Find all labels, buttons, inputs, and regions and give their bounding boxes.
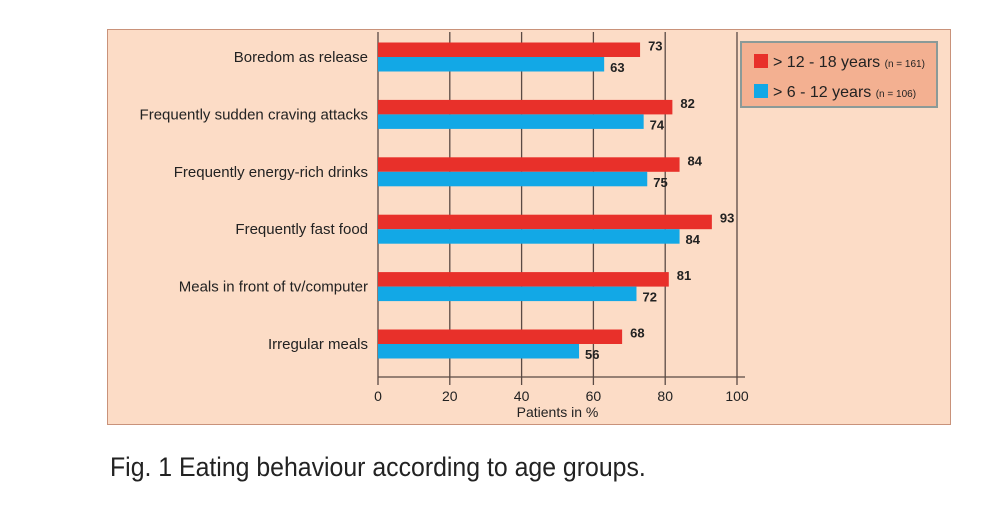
bar-12-18 [378, 214, 712, 230]
category-label: Irregular meals [268, 336, 368, 353]
bar-6-12 [378, 344, 580, 359]
x-axis-label: Patients in % [517, 404, 599, 420]
x-tick-label: 60 [586, 388, 602, 404]
category-label: Frequently fast food [235, 221, 368, 238]
data-label: 84 [688, 153, 703, 168]
data-label: 56 [585, 347, 599, 362]
bar-12-18 [378, 272, 669, 287]
bar-6-12 [378, 229, 680, 244]
x-tick-label: 0 [374, 388, 382, 404]
data-label: 74 [650, 117, 665, 132]
bar-12-18 [378, 42, 641, 57]
data-label: 81 [677, 268, 691, 283]
bar-6-12 [378, 171, 648, 187]
category-label: Boredom as release [234, 49, 368, 66]
bar-6-12 [378, 57, 605, 72]
x-tick-label: 80 [657, 388, 673, 404]
bar-6-12 [378, 286, 637, 302]
data-label: 75 [653, 175, 667, 190]
data-label: 73 [648, 39, 662, 54]
legend-sample-size: (n = 161) [885, 59, 925, 70]
legend-label: > 6 - 12 years (n = 106) [773, 84, 916, 101]
figure-caption: Fig. 1 Eating behaviour according to age… [110, 452, 646, 482]
x-tick-label: 20 [442, 388, 458, 404]
category-label: Frequently sudden craving attacks [140, 106, 368, 123]
data-label: 93 [720, 211, 734, 226]
data-label: 72 [642, 290, 656, 305]
legend-swatch [754, 84, 768, 98]
bar-12-18 [378, 329, 623, 344]
data-label: 82 [680, 96, 694, 111]
x-tick-label: 100 [725, 388, 749, 404]
legend-sample-size: (n = 106) [876, 89, 916, 100]
legend-label: > 12 - 18 years (n = 161) [773, 54, 925, 71]
data-label: 84 [686, 232, 701, 247]
x-tick-label: 40 [514, 388, 530, 404]
bar-12-18 [378, 157, 680, 172]
category-label: Frequently energy-rich drinks [174, 164, 368, 181]
category-label: Meals in front of tv/computer [179, 279, 368, 296]
legend-swatch [754, 54, 768, 68]
data-label: 68 [630, 326, 644, 341]
bar-chart: 0 20 40 60 80 100 Patients in % Boredom as rele… [107, 29, 951, 425]
bar-12-18 [378, 99, 673, 115]
data-label: 63 [610, 60, 624, 75]
bar-6-12 [378, 114, 644, 129]
legend-box [740, 41, 938, 108]
